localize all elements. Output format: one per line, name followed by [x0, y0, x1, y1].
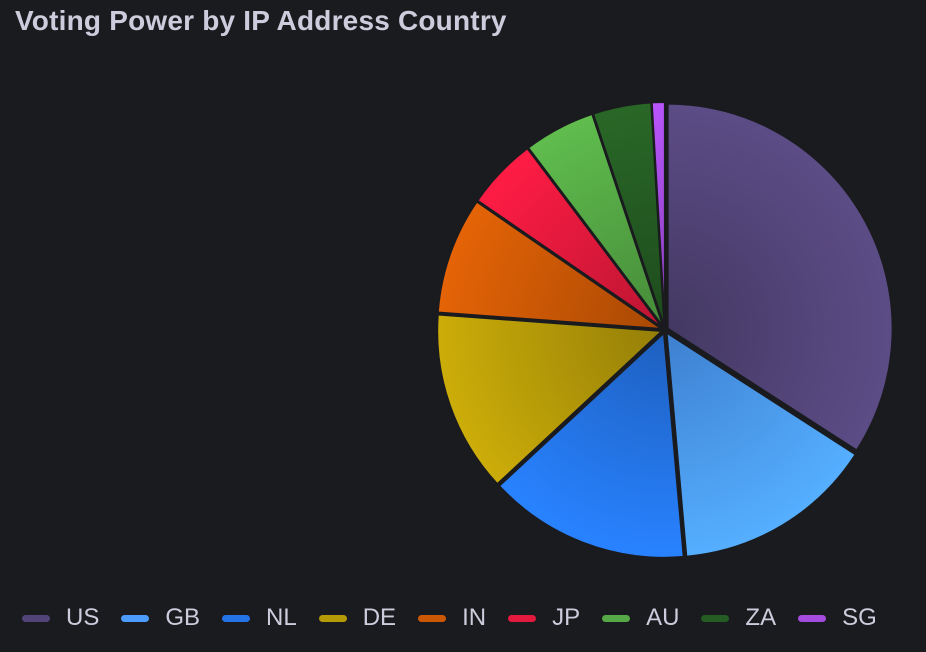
legend-swatch	[701, 614, 730, 622]
legend-label: JP	[552, 604, 581, 631]
legend-swatch	[222, 614, 251, 622]
legend-item-de[interactable]: DE	[318, 604, 397, 632]
legend-item-au[interactable]: AU	[602, 604, 679, 632]
pie-slice-jp[interactable]	[476, 147, 664, 329]
legend-item-in[interactable]: IN	[418, 604, 486, 632]
legend-swatch	[22, 614, 50, 622]
pie-slices	[436, 101, 894, 559]
legend-label: US	[66, 604, 100, 631]
legend-item-sg[interactable]: SG	[798, 604, 877, 632]
panel-title: Voting Power by IP Address Country	[15, 5, 507, 36]
legend-label: NL	[266, 604, 297, 631]
legend-swatch	[418, 614, 447, 622]
pie-slice-gb[interactable]	[665, 331, 857, 558]
legend-label: IN	[462, 604, 487, 631]
legend-swatch	[508, 614, 537, 622]
legend-item-jp[interactable]: JP	[508, 604, 580, 632]
pie-slice-sg[interactable]	[650, 101, 666, 329]
pie-slice-nl[interactable]	[498, 331, 685, 559]
legend-item-nl[interactable]: NL	[222, 604, 297, 632]
legend-swatch	[318, 614, 347, 622]
legend-swatch	[121, 614, 150, 622]
legend-label: DE	[362, 604, 397, 631]
legend-item-gb[interactable]: GB	[121, 604, 200, 632]
legend-label: GB	[165, 604, 201, 631]
legend-label: AU	[646, 604, 680, 631]
legend-item-us[interactable]: US	[22, 604, 99, 632]
legend-swatch	[798, 614, 827, 622]
chart-legend: US GB NL DE IN JP AU ZA SG	[22, 600, 877, 636]
legend-label: SG	[842, 604, 877, 631]
pie-chart	[436, 101, 894, 559]
pie-slice-us[interactable]	[666, 102, 894, 452]
legend-swatch	[602, 614, 631, 622]
pie-slice-de[interactable]	[436, 313, 664, 486]
legend-item-za[interactable]: ZA	[701, 604, 776, 632]
pie-slice-in[interactable]	[436, 200, 664, 331]
legend-label: ZA	[745, 604, 777, 631]
